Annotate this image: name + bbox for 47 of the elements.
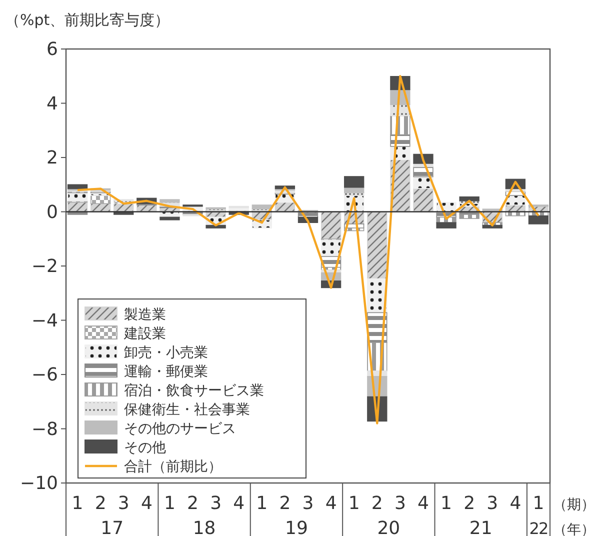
legend-label: 卸売・小売業 — [124, 345, 208, 361]
x-tick-label: 4 — [233, 493, 245, 514]
y-tick-label: −2 — [31, 256, 58, 277]
legend-label: その他のサービス — [124, 421, 236, 437]
x-tick-label: 2 — [279, 493, 291, 514]
x-tick-label: 4 — [510, 493, 522, 514]
y-tick-label: 6 — [46, 39, 58, 60]
x-tick-label: 4 — [325, 493, 337, 514]
y-tick-label: 4 — [46, 93, 58, 114]
legend-label: 保健衛生・社会事業 — [124, 402, 250, 418]
x-tick-label: 4 — [140, 493, 152, 514]
legend-label: 宿泊・飲食サービス業 — [124, 383, 264, 399]
x-tick-label: 3 — [302, 493, 314, 514]
x-tick-label: 2 — [187, 493, 198, 514]
y-axis-title: （%pt、前期比寄与度） — [5, 11, 170, 29]
y-tick-label: 2 — [46, 148, 58, 168]
x-tick-label: 2 — [371, 493, 383, 514]
text: 21 — [469, 518, 492, 536]
x-tick-label: 1 — [532, 493, 544, 514]
text: 22 — [529, 519, 548, 536]
text: 17 — [100, 518, 124, 536]
legend-label: 合計（前期比） — [124, 459, 222, 475]
x-tick-label: 1 — [348, 493, 360, 514]
x-tick-label: 2 — [464, 493, 476, 514]
text: 20 — [377, 518, 400, 536]
y-tick-label: −6 — [31, 364, 58, 386]
y-tick-label: −4 — [31, 310, 58, 332]
text: 18 — [192, 518, 216, 536]
x-tick-label: 3 — [210, 493, 222, 514]
x-tick-label: 1 — [72, 493, 84, 514]
x-tick-label: 2 — [94, 493, 106, 514]
legend-label: その他 — [124, 440, 166, 456]
x-tick-label: 3 — [486, 493, 498, 514]
legend-label: 製造業 — [124, 307, 166, 323]
legend-label: 運輸・郵便業 — [124, 364, 208, 380]
x-tick-label: 4 — [418, 493, 429, 514]
y-tick-label: 0 — [46, 202, 58, 223]
text: 19 — [285, 518, 308, 536]
x-axis-title: （期） — [553, 497, 595, 513]
x-tick-label: 3 — [394, 493, 406, 514]
legend-label: 建設業 — [123, 326, 166, 342]
x-tick-label: 1 — [256, 493, 268, 514]
x-tick-label: 1 — [440, 493, 452, 514]
x-tick-label: 3 — [118, 493, 130, 514]
y-tick-label: −10 — [20, 473, 58, 494]
x-tick-label: 1 — [164, 493, 176, 514]
y-tick-label: −8 — [31, 418, 58, 440]
